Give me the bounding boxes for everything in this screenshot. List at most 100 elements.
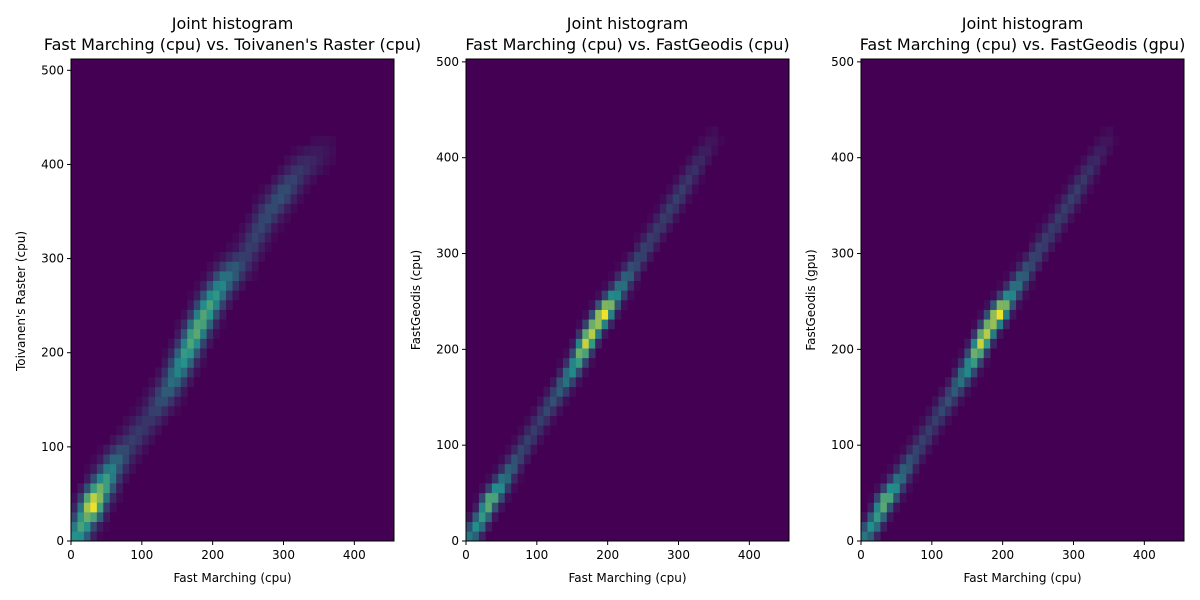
heatmap-cell — [614, 309, 622, 320]
panel-1-x-axis-label: Fast Marching (cpu) — [173, 571, 291, 585]
heatmap-cell — [990, 300, 997, 310]
heatmap-cell — [154, 386, 162, 397]
heatmap-cell — [666, 193, 674, 204]
heatmap-cell — [498, 502, 506, 513]
heatmap-cell — [238, 280, 246, 291]
heatmap-cell — [970, 328, 978, 339]
heatmap-cell — [90, 531, 98, 542]
heatmap-cell — [614, 261, 622, 272]
heatmap-cell — [588, 328, 596, 339]
heatmap-cell — [271, 213, 279, 224]
heatmap-cell — [575, 338, 583, 349]
x-tick-label: 200 — [201, 548, 224, 562]
heatmap-cell — [284, 203, 291, 214]
heatmap-cell — [951, 396, 959, 407]
y-tick-label: 400 — [436, 151, 459, 165]
heatmap-cell — [867, 502, 875, 513]
heatmap-cell — [861, 512, 868, 523]
heatmap-cell — [251, 232, 259, 243]
heatmap-cell — [174, 338, 182, 349]
heatmap-cell — [1087, 174, 1094, 185]
heatmap-cell — [1016, 290, 1023, 301]
heatmap-cell — [77, 492, 85, 503]
heatmap-cell — [983, 300, 991, 310]
heatmap-cell — [310, 136, 317, 147]
heatmap-cell — [154, 396, 162, 407]
heatmap-cell — [174, 377, 182, 388]
x-tick-label: 0 — [67, 548, 75, 562]
heatmap-cell — [1003, 319, 1010, 330]
heatmap-cell — [90, 512, 98, 523]
heatmap-cell — [1106, 126, 1114, 137]
heatmap-cell — [129, 406, 136, 416]
heatmap-cell — [238, 232, 246, 243]
heatmap-cell — [129, 444, 136, 455]
heatmap-cell — [1061, 213, 1069, 224]
heatmap-cell — [174, 328, 182, 339]
heatmap-cell — [964, 357, 972, 368]
heatmap-cell — [653, 203, 661, 214]
heatmap-cell — [906, 444, 913, 455]
heatmap-cell — [161, 386, 169, 397]
heatmap-cell — [187, 319, 195, 330]
heatmap-cell — [530, 415, 538, 426]
heatmap-cell — [322, 145, 330, 156]
heatmap-cell — [213, 251, 220, 262]
heatmap-cell — [277, 165, 285, 175]
heatmap-cell — [1003, 290, 1010, 301]
heatmap-cell — [621, 251, 628, 262]
heatmap-cell — [219, 290, 227, 301]
heatmap-cell — [925, 406, 933, 416]
heatmap-cell — [290, 165, 298, 175]
heatmap-cell — [206, 309, 214, 320]
heatmap-cell — [880, 502, 888, 513]
heatmap-cell — [174, 348, 182, 359]
heatmap-cell — [621, 290, 628, 301]
heatmap-cell — [1074, 174, 1081, 185]
heatmap-cell — [322, 165, 330, 175]
heatmap-cell — [543, 415, 551, 426]
heatmap-cell — [944, 415, 952, 426]
heatmap-cell — [264, 213, 272, 224]
heatmap-cell — [562, 396, 570, 407]
heatmap-cell — [109, 434, 117, 445]
heatmap-cell — [893, 492, 901, 503]
heatmap-cell — [880, 483, 888, 494]
heatmap-cell — [1009, 300, 1017, 310]
heatmap-cell — [1067, 213, 1075, 224]
heatmap-cell — [640, 251, 648, 262]
heatmap-cell — [103, 521, 111, 532]
heatmap-cell — [258, 184, 266, 195]
heatmap-cell — [154, 406, 162, 416]
heatmap-cell — [517, 434, 525, 445]
heatmap-cell — [679, 203, 686, 214]
heatmap-cell — [653, 232, 661, 243]
heatmap-cell — [1009, 290, 1017, 301]
heatmap-cell — [977, 348, 985, 359]
heatmap-cell — [951, 357, 959, 368]
heatmap-cell — [1100, 145, 1107, 156]
heatmap-cell — [303, 155, 311, 166]
heatmap-cell — [90, 483, 98, 494]
heatmap-cell — [1112, 136, 1120, 147]
heatmap-cell — [258, 222, 266, 233]
heatmap-cell — [530, 434, 538, 445]
heatmap-cell — [109, 454, 117, 465]
heatmap-cell — [109, 473, 117, 484]
heatmap-cell — [90, 502, 98, 513]
heatmap-cell — [122, 425, 130, 436]
heatmap-cell — [297, 155, 304, 166]
heatmap-cell — [103, 463, 111, 474]
heatmap-cell — [880, 512, 888, 523]
heatmap-cell — [174, 406, 182, 416]
heatmap-cell — [148, 377, 156, 388]
heatmap-cell — [698, 174, 706, 185]
heatmap-cell — [466, 531, 473, 542]
heatmap-cell — [925, 444, 933, 455]
heatmap-cell — [582, 348, 590, 359]
heatmap-cell — [1048, 213, 1056, 224]
x-tick-label: 400 — [738, 548, 761, 562]
heatmap-cell — [219, 309, 227, 320]
heatmap-cell — [990, 338, 997, 349]
